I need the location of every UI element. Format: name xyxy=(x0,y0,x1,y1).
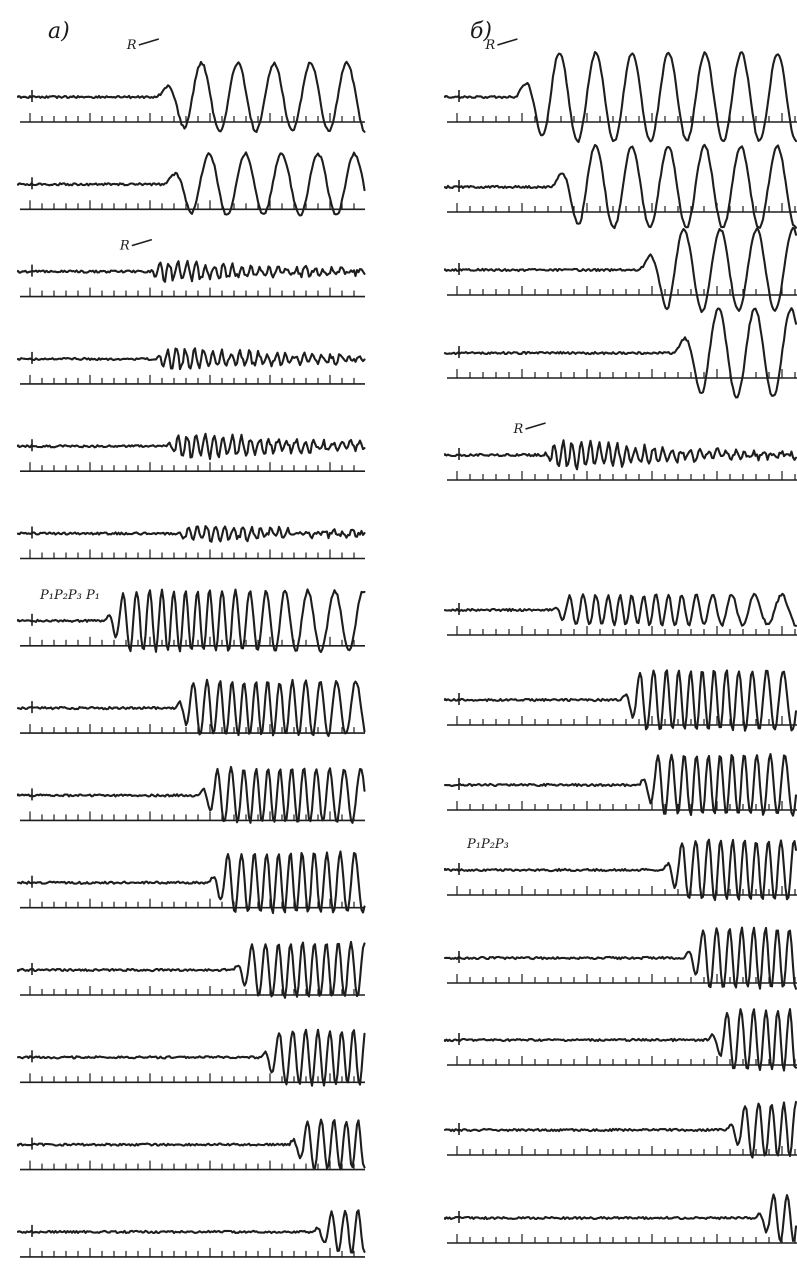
phase-arrow xyxy=(138,38,160,46)
trace-a-11 xyxy=(16,940,366,999)
trace-a-6 xyxy=(16,525,366,560)
trace-a-14 xyxy=(16,1209,366,1258)
phase-label: R xyxy=(126,38,137,53)
waveform-line xyxy=(443,592,797,627)
waveform-line xyxy=(16,151,366,217)
waveform-line xyxy=(443,439,797,471)
waveform-line xyxy=(16,1209,366,1254)
trace-b-12 xyxy=(443,1100,797,1159)
waveform-line xyxy=(443,838,797,902)
trace-b-3 xyxy=(443,226,797,314)
trace-b-2 xyxy=(443,143,797,230)
waveform-line xyxy=(16,940,366,999)
phase-label: P₁P₂P₃ xyxy=(466,837,509,852)
waveform-line xyxy=(16,1028,366,1087)
trace-a-5 xyxy=(16,432,366,473)
trace-b-4 xyxy=(443,307,797,399)
panel-a: a) R R P₁P₂P₃ P₁ xyxy=(16,19,366,1258)
trace-a-4 xyxy=(16,347,366,385)
trace-a-3: R xyxy=(16,238,366,298)
phase-label: P₁P₂P₃ P₁ xyxy=(39,588,100,603)
waveform-line xyxy=(443,1100,797,1159)
panel-a-label: a) xyxy=(48,19,70,44)
trace-a-1: R xyxy=(16,38,366,133)
panel-b: б) R R P₁P₂P₃ xyxy=(443,19,797,1244)
phase-arrow xyxy=(525,422,546,430)
waveform-line xyxy=(16,588,366,654)
waveform-line xyxy=(443,307,797,399)
trace-b-10 xyxy=(443,926,797,990)
waveform-line xyxy=(443,226,797,314)
trace-a-10 xyxy=(16,850,366,915)
waveform-line xyxy=(16,1118,366,1171)
waveform-line xyxy=(443,669,797,732)
phase-arrow xyxy=(497,38,518,46)
phase-arrow xyxy=(131,238,153,247)
waveform-line xyxy=(443,1008,797,1072)
waveform-line xyxy=(443,50,797,144)
waveform-line xyxy=(16,259,366,283)
waveform-line xyxy=(16,432,366,461)
trace-a-7: P₁P₂P₃ P₁ xyxy=(16,588,366,654)
trace-a-12 xyxy=(16,1028,366,1087)
waveform-line xyxy=(443,143,797,230)
trace-b-13 xyxy=(443,1193,797,1244)
trace-a-9 xyxy=(16,765,366,824)
waveform-line xyxy=(443,1193,797,1243)
trace-b-11 xyxy=(443,1008,797,1072)
waveform-line xyxy=(16,678,366,738)
trace-a-8 xyxy=(16,678,366,738)
trace-b-5: R xyxy=(443,422,797,481)
phase-label: R xyxy=(119,239,130,254)
trace-b-8 xyxy=(443,753,797,817)
phase-label: R xyxy=(513,422,524,437)
waveform-line xyxy=(16,347,366,371)
trace-a-13 xyxy=(16,1118,366,1171)
trace-b-7 xyxy=(443,669,797,732)
waveform-line xyxy=(16,60,366,133)
trace-b-6 xyxy=(443,592,797,636)
trace-b-9: P₁P₂P₃ xyxy=(443,837,797,902)
trace-b-1: R xyxy=(443,38,797,144)
trace-a-2 xyxy=(16,151,366,217)
waveform-line xyxy=(443,926,797,990)
waveform-line xyxy=(16,850,366,915)
waveform-line xyxy=(16,525,366,543)
panel-b-label: б) xyxy=(470,19,492,44)
phase-label: R xyxy=(484,38,495,53)
waveform-line xyxy=(16,765,366,824)
